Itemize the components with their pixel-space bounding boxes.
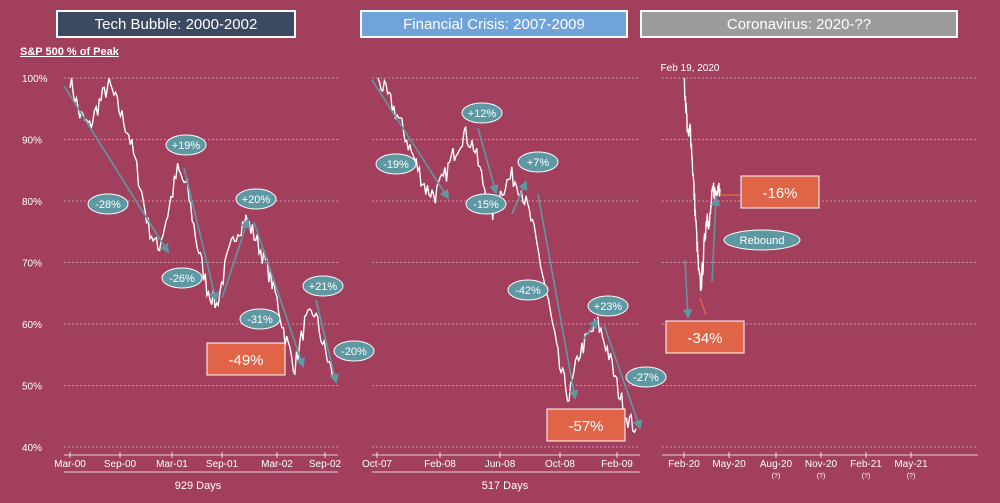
change-bubble (375, 153, 417, 175)
change-bubble-label: +12% (468, 108, 497, 120)
x-tick-label: Feb-20 (668, 459, 700, 470)
trend-arrow (315, 299, 339, 384)
change-bubble-label: +19% (172, 140, 201, 152)
change-bubble-label: -42% (515, 285, 541, 297)
drawdown-callout (740, 175, 820, 209)
change-bubble (165, 134, 207, 156)
x-tick-label: Sep-02 (309, 459, 342, 470)
x-tick-label: May-21 (894, 459, 928, 470)
x-tick-label: Mar-01 (156, 459, 188, 470)
x-tick-sublabel: (?) (862, 473, 871, 480)
drawdown-callout (665, 320, 745, 354)
trend-arrow (63, 85, 170, 254)
y-tick-label: 60% (22, 320, 42, 331)
trend-arrow (371, 79, 450, 200)
change-bubble-label: -26% (169, 273, 195, 285)
series-line-1 (69, 77, 335, 380)
x-tick-sublabel: (?) (907, 473, 916, 480)
y-tick-label: 100% (22, 74, 48, 85)
change-bubble-label: -15% (473, 199, 499, 211)
y-tick-label: 40% (22, 443, 42, 454)
period-label: 929 Days (175, 480, 222, 492)
change-bubble (461, 102, 503, 124)
change-bubble-label: -27% (633, 372, 659, 384)
x-tick-label: Mar-02 (261, 459, 293, 470)
change-bubble-label: +20% (242, 194, 271, 206)
trend-arrow (253, 221, 306, 368)
drawdown-callout-label: -34% (687, 330, 722, 347)
y-tick-label: 80% (22, 197, 42, 208)
panel-header-3: Coronavirus: 2020-?? (640, 10, 958, 38)
trend-arrow (511, 180, 528, 215)
trend-arrow (537, 193, 579, 400)
drawdown-callout-label: -49% (228, 352, 263, 369)
change-bubble (235, 188, 277, 210)
x-tick-label: Oct-08 (545, 459, 575, 470)
change-bubble (239, 308, 281, 330)
change-bubble (587, 295, 629, 317)
y-tick-label: 50% (22, 382, 42, 393)
start-date-label: Feb 19, 2020 (661, 63, 720, 74)
x-tick-label: Aug-20 (760, 459, 793, 470)
change-bubble-label: Rebound (740, 235, 785, 247)
change-bubble-label: +23% (594, 301, 623, 313)
change-bubble-label: -20% (341, 346, 367, 358)
x-tick-label: Oct-07 (362, 459, 392, 470)
change-bubble (517, 151, 559, 173)
panel-header-2: Financial Crisis: 2007-2009 (360, 10, 628, 38)
trend-arrow (682, 259, 693, 319)
x-tick-label: Jun-08 (485, 459, 516, 470)
trend-arrow (477, 127, 499, 195)
x-tick-label: Feb-08 (424, 459, 456, 470)
trend-arrow (582, 318, 599, 341)
change-bubble (87, 193, 129, 215)
x-tick-label: Sep-00 (104, 459, 137, 470)
drawdown-callout-label: -57% (568, 418, 603, 435)
change-bubble (333, 340, 375, 362)
change-bubble-label: -31% (247, 314, 273, 326)
series-line-3 (683, 77, 721, 292)
panel-header-1: Tech Bubble: 2000-2002 (56, 10, 296, 38)
x-tick-label: May-20 (712, 459, 746, 470)
change-bubble (625, 366, 667, 388)
change-bubble (161, 267, 203, 289)
x-tick-label: Nov-20 (805, 459, 838, 470)
change-bubble (302, 275, 344, 297)
change-bubble-label: -19% (383, 159, 409, 171)
x-tick-sublabel: (?) (817, 473, 826, 480)
change-bubble (465, 193, 507, 215)
series-line-2 (377, 77, 637, 434)
change-bubble-label: +7% (527, 157, 550, 169)
y-tick-label: 90% (22, 136, 42, 147)
x-tick-label: Sep-01 (206, 459, 239, 470)
trend-arrow (221, 218, 251, 299)
drawdown-callout-label: -16% (762, 185, 797, 202)
x-tick-label: Mar-00 (54, 459, 86, 470)
drawdown-callout (546, 408, 626, 442)
trend-arrow (603, 324, 642, 430)
drawdown-callout (206, 342, 286, 376)
trend-arrow (183, 167, 219, 302)
change-bubble (507, 279, 549, 301)
x-tick-label: Feb-09 (601, 459, 633, 470)
y-axis-title: S&P 500 % of Peak (20, 46, 119, 58)
change-bubble-label: -28% (95, 199, 121, 211)
callout-arrow (699, 297, 707, 316)
y-tick-label: 70% (22, 259, 42, 270)
x-tick-sublabel: (?) (772, 473, 781, 480)
change-bubble-label: +21% (309, 281, 338, 293)
change-bubble (723, 229, 801, 251)
trend-arrow (710, 196, 721, 283)
period-label: 517 Days (482, 480, 529, 492)
x-tick-label: Feb-21 (850, 459, 882, 470)
